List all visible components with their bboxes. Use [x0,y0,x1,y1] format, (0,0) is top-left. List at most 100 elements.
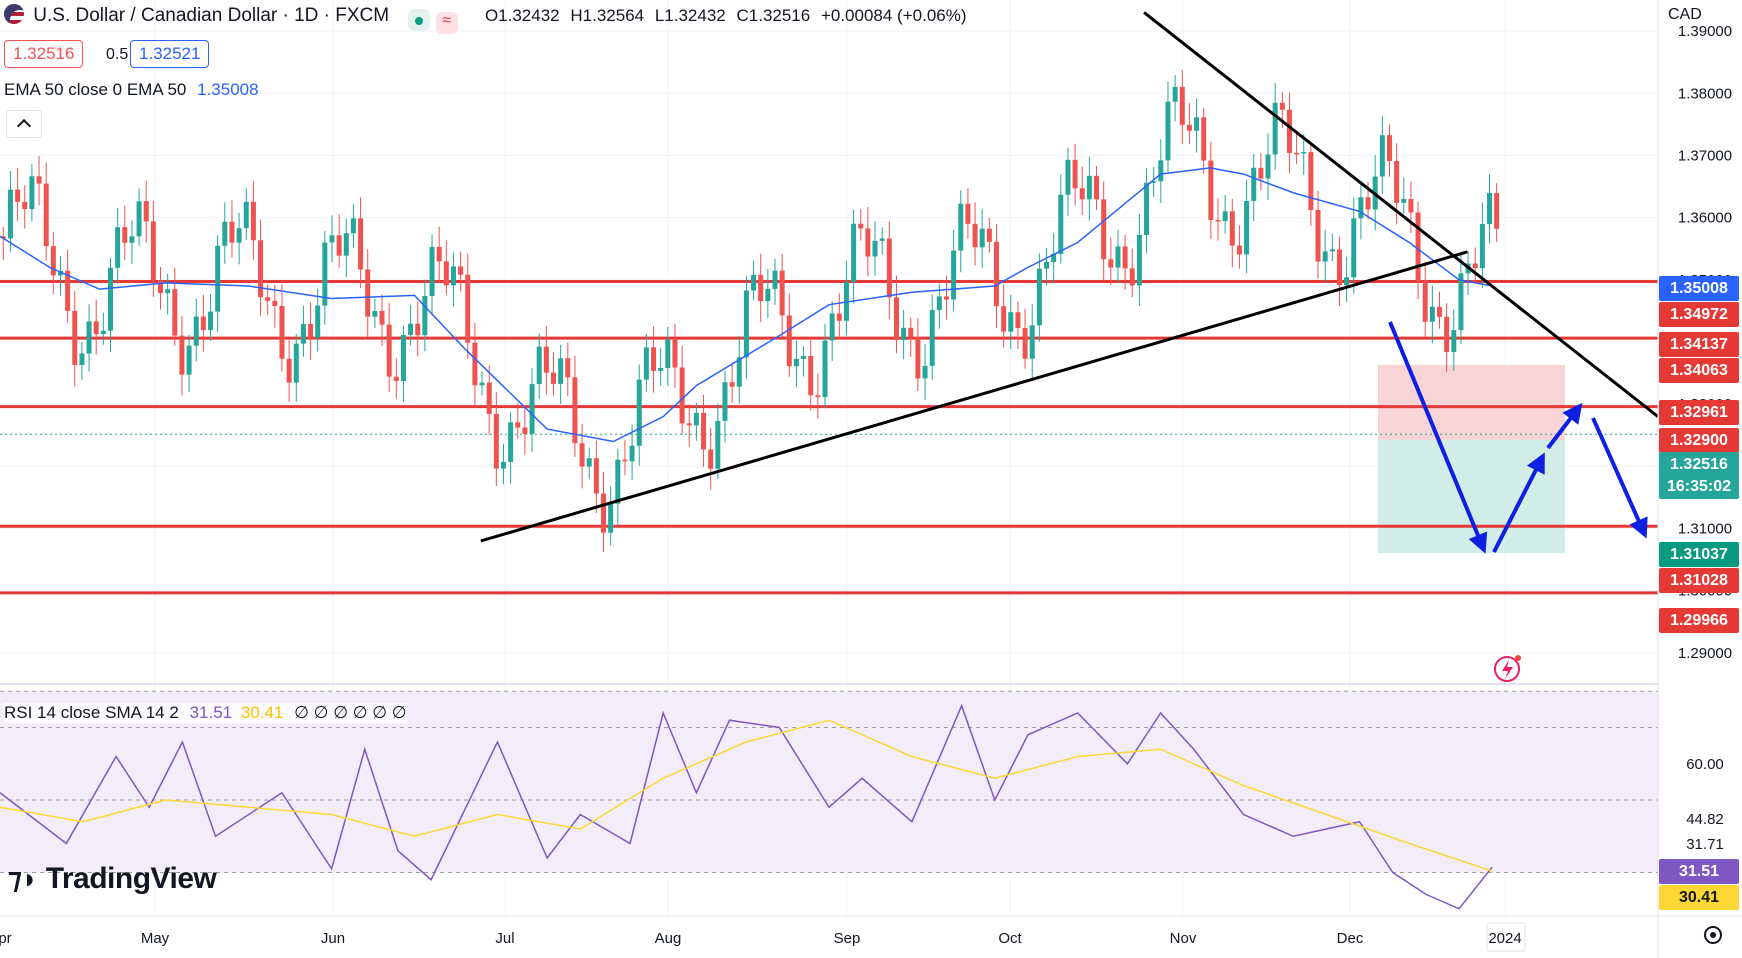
candle-body [829,313,835,341]
candle-body [479,382,485,386]
rsi-legend[interactable]: RSI 14 close SMA 14 2 31.51 30.41 ∅ ∅ ∅ … [4,703,407,723]
candle-body [858,223,864,229]
candle-body [1136,234,1142,286]
candle-body [522,427,528,435]
settings-gear-icon[interactable] [1704,926,1722,944]
wave-icon[interactable]: ≈ [435,12,458,34]
candle-body [572,377,578,444]
time-axis-label[interactable]: Aug [655,930,682,947]
time-axis-label[interactable]: Jun [321,930,345,947]
candle-body [558,358,564,384]
candle-body [743,290,749,358]
candle-body [1144,182,1150,235]
rsi-sma-line[interactable] [0,719,1493,872]
rsi-tick-label[interactable]: 44.82 [1686,811,1724,828]
trend-line[interactable] [480,250,1468,543]
candle-body [1401,198,1407,203]
price-axis-tag[interactable]: 1.29966 [1659,608,1739,633]
buy-price-button[interactable]: 1.32521 [130,40,210,68]
trend-line[interactable] [1143,11,1659,418]
candle-body [100,330,106,335]
price-axis-tag[interactable]: 1.31037 [1659,542,1739,567]
price-tick-label[interactable]: 1.31000 [1678,521,1732,538]
candle-body [329,235,335,243]
time-axis-label[interactable]: Sep [834,930,861,947]
time-axis-label[interactable]: Nov [1170,930,1197,947]
time-axis-label[interactable]: Jul [495,930,514,947]
candle-body [1151,181,1157,183]
price-axis-tag[interactable]: 1.34137 [1659,332,1739,357]
candle-body [1308,151,1314,211]
candle-body [215,245,221,312]
candle-body [1294,152,1300,155]
price-tick-label[interactable]: 1.29000 [1678,645,1732,662]
candle-body [107,267,113,331]
candle-body [165,289,171,294]
time-axis-label[interactable]: 2024 [1488,930,1521,947]
candle-body [536,346,542,385]
forecast-arrow[interactable] [1546,402,1583,450]
candle-body [1301,151,1307,154]
price-tick-label[interactable]: 1.39000 [1678,23,1732,40]
price-axis-tag[interactable]: 1.32961 [1659,400,1739,425]
price-axis-tag[interactable]: 1.32516 [1659,452,1739,477]
price-axis-tag[interactable]: 1.34972 [1659,302,1739,327]
symbol-title[interactable]: U.S. Dollar / Canadian Dollar · 1D · FXC… [33,5,390,26]
candle-body [465,274,471,343]
price-axis-tag[interactable]: 1.31028 [1659,568,1739,593]
candle-body [1394,161,1400,203]
candle-body [965,203,971,224]
price-axis-tag[interactable]: 1.35008 [1659,276,1739,301]
candle-body [250,201,256,241]
candle-body [543,346,549,373]
rsi-axis[interactable]: 60.00 44.82 31.71 [1686,756,1724,853]
candle-body [458,266,464,275]
price-tick-label[interactable]: 1.37000 [1678,147,1732,164]
collapse-legend-button[interactable] [6,110,42,138]
price-axis-tag[interactable]: 1.34063 [1659,358,1739,383]
time-axis-label[interactable]: May [141,930,170,947]
candle-body [93,321,99,335]
flash-icon[interactable] [1494,655,1521,682]
ohlc-open: O1.32432 [484,6,560,25]
candle-body [158,280,164,294]
rsi-axis-tag[interactable]: 30.41 [1659,885,1739,910]
candle-body [1322,251,1328,262]
time-axis-label[interactable]: Dec [1337,930,1364,947]
time-axis-label[interactable]: Oct [998,930,1022,947]
time-axis-label[interactable]: Apr [0,930,12,947]
price-axis-tag[interactable]: 16:35:02 [1659,474,1739,499]
candle-body [65,270,71,311]
candle-body [343,233,349,256]
rsi-axis-tag[interactable]: 31.51 [1659,859,1739,884]
tradingview-logo[interactable]: ⁊◗ TradingView [8,862,217,896]
forecast-arrow[interactable] [1388,321,1488,554]
candle-body [1115,246,1121,268]
ema-legend[interactable]: EMA 50 close 0 EMA 50 1.35008 [4,80,259,100]
candle-body [686,423,692,426]
candle-body [1365,197,1371,210]
time-axis[interactable]: May Jun Jul Aug Sep Oct Nov Dec 2024 Apr [0,922,1526,952]
candle-body [1279,102,1285,110]
candle-body [57,270,63,276]
rsi-line[interactable] [0,703,1493,910]
price-tick-label[interactable]: 1.38000 [1678,85,1732,102]
forecast-arrow[interactable] [1591,417,1648,539]
candle-body [672,339,678,368]
market-open-icon[interactable] [408,9,431,31]
forecast-arrow[interactable] [1492,452,1545,553]
rsi-tick-label[interactable]: 31.71 [1686,836,1724,853]
candle-body [422,296,428,336]
price-axis-tag[interactable]: 1.32900 [1659,428,1739,453]
candle-body [1072,159,1078,189]
candle-body [272,300,278,306]
sell-price-button[interactable]: 1.32516 [4,40,84,68]
ema-50-line[interactable] [0,167,1493,443]
candle-body [1029,325,1035,359]
price-tick-label[interactable]: 1.36000 [1678,210,1732,227]
currency-label[interactable]: CAD [1668,6,1702,23]
candle-body [172,289,178,336]
rsi-tick-label[interactable]: 60.00 [1686,756,1724,773]
candle-body [286,358,292,383]
